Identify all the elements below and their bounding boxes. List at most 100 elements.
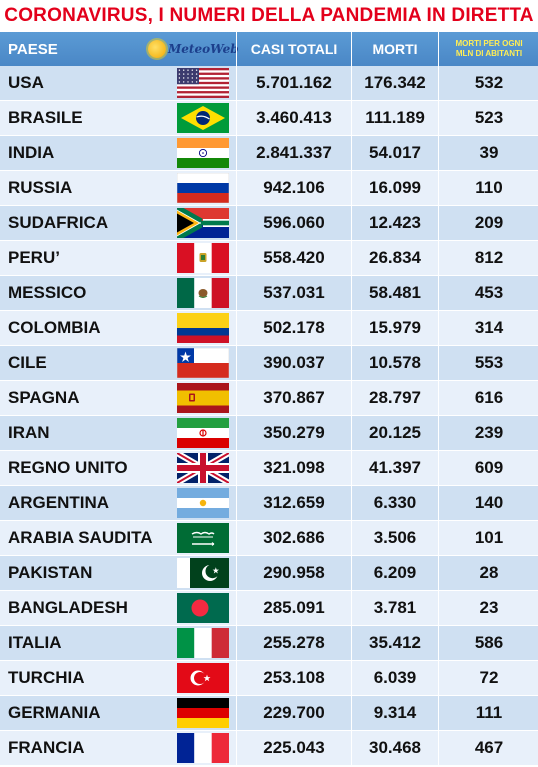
total-cases: 390.037 (263, 353, 325, 372)
flag-brazil-icon (172, 101, 234, 135)
column-divider (351, 32, 352, 767)
table-row: PERU’ 558.420 26.834 812 (0, 241, 538, 276)
deaths-per-million: 616 (474, 388, 504, 407)
country-name: CILE (8, 353, 47, 372)
flag-south-africa-icon (172, 206, 234, 240)
deaths-per-million: 523 (474, 108, 504, 127)
flag-usa-icon (172, 66, 234, 100)
total-cases: 302.686 (263, 528, 325, 547)
table-row: REGNO UNITO 321.098 41.397 609 (0, 451, 538, 486)
header-mln-line2: MLN DI ABITANTI (455, 49, 523, 58)
header-paese: PAESE (8, 40, 58, 58)
flag-germany-icon (172, 696, 234, 730)
country-name: ARGENTINA (8, 493, 110, 512)
flag-colombia-icon (172, 311, 234, 345)
table-row: ITALIA 255.278 35.412 586 (0, 626, 538, 661)
flag-spain-icon (172, 381, 234, 415)
country-name: REGNO UNITO (8, 458, 128, 477)
country-name: PERU’ (8, 248, 60, 267)
deaths-per-million: 609 (474, 458, 504, 477)
total-cases: 5.701.162 (256, 73, 332, 92)
country-name: IRAN (8, 423, 50, 442)
deaths: 20.125 (369, 423, 421, 442)
deaths: 35.412 (369, 633, 421, 652)
column-divider (236, 32, 237, 767)
deaths: 6.330 (373, 493, 417, 512)
table-row: SUDAFRICA 596.060 12.423 209 (0, 206, 538, 241)
sun-icon (148, 40, 166, 58)
column-divider (438, 32, 439, 767)
deaths-per-million: 110 (475, 178, 503, 197)
deaths-per-million: 72 (479, 668, 499, 687)
flag-india-icon (172, 136, 234, 170)
total-cases: 3.460.413 (256, 108, 332, 127)
flag-iran-icon (172, 416, 234, 450)
country-name: USA (8, 73, 44, 92)
flag-france-icon (172, 731, 234, 765)
country-name: FRANCIA (8, 738, 85, 757)
flag-bangladesh-icon (172, 591, 234, 625)
deaths: 3.506 (373, 528, 417, 547)
table-body: USA 5.701.162 176.342 532 BRASILE 3.460.413 11… (0, 66, 538, 766)
header-mln-line1: MORTI PER OGNI (455, 39, 523, 48)
table-row: BRASILE 3.460.413 111.189 523 (0, 101, 538, 136)
country-name: INDIA (8, 143, 55, 162)
flag-mexico-icon (172, 276, 234, 310)
deaths: 54.017 (369, 143, 421, 162)
flag-pakistan-icon (172, 556, 234, 590)
deaths-per-million: 111 (475, 703, 503, 722)
header-morti: MORTI (372, 41, 418, 57)
total-cases: 312.659 (263, 493, 325, 512)
total-cases: 2.841.337 (256, 143, 332, 162)
table-row: RUSSIA 942.106 16.099 110 (0, 171, 538, 206)
flag-chile-icon (172, 346, 234, 380)
country-name: ITALIA (8, 633, 62, 652)
deaths-per-million: 532 (474, 73, 504, 92)
flag-peru-icon (172, 241, 234, 275)
total-cases: 942.106 (263, 178, 325, 197)
total-cases: 596.060 (263, 213, 325, 232)
country-name: ARABIA SAUDITA (8, 528, 153, 547)
total-cases: 370.867 (263, 388, 325, 407)
deaths: 12.423 (369, 213, 421, 232)
header-morti-per-mln: MORTI PER OGNI MLN DI ABITANTI (440, 32, 538, 66)
flag-saudi-arabia-icon (172, 521, 234, 555)
deaths: 30.468 (369, 738, 421, 757)
total-cases: 321.098 (263, 458, 325, 477)
country-name: PAKISTAN (8, 563, 93, 582)
deaths: 10.578 (369, 353, 421, 372)
deaths-per-million: 39 (479, 143, 499, 162)
country-name: SUDAFRICA (8, 213, 109, 232)
deaths-per-million: 209 (474, 213, 504, 232)
total-cases: 229.700 (263, 703, 325, 722)
meteoweb-logo: MeteoWeb (148, 35, 239, 63)
table-row: FRANCIA 225.043 30.468 467 (0, 731, 538, 766)
deaths-per-million: 553 (474, 353, 504, 372)
total-cases: 537.031 (263, 283, 325, 302)
table-row: BANGLADESH 285.091 3.781 23 (0, 591, 538, 626)
deaths: 111.189 (365, 108, 425, 127)
flag-uk-icon (172, 451, 234, 485)
total-cases: 558.420 (263, 248, 325, 267)
page-title: CORONAVIRUS, I NUMERI DELLA PANDEMIA IN … (4, 5, 534, 26)
deaths: 6.039 (373, 668, 417, 687)
total-cases: 225.043 (263, 738, 325, 757)
table-row: CILE 390.037 10.578 553 (0, 346, 538, 381)
deaths-per-million: 239 (474, 423, 504, 442)
deaths: 58.481 (369, 283, 421, 302)
total-cases: 290.958 (263, 563, 325, 582)
flag-italy-icon (172, 626, 234, 660)
country-name: SPAGNA (8, 388, 80, 407)
deaths: 41.397 (369, 458, 421, 477)
deaths: 26.834 (369, 248, 421, 267)
country-name: BANGLADESH (8, 598, 128, 617)
deaths: 15.979 (369, 318, 421, 337)
deaths-per-million: 23 (479, 598, 499, 617)
total-cases: 502.178 (263, 318, 325, 337)
table-row: ARABIA SAUDITA 302.686 3.506 101 (0, 521, 538, 556)
table-header: PAESE CASI TOTALI MORTI MORTI PER OGNI M… (0, 32, 538, 66)
deaths: 176.342 (364, 73, 426, 92)
table-row: IRAN 350.279 20.125 239 (0, 416, 538, 451)
total-cases: 253.108 (263, 668, 325, 687)
